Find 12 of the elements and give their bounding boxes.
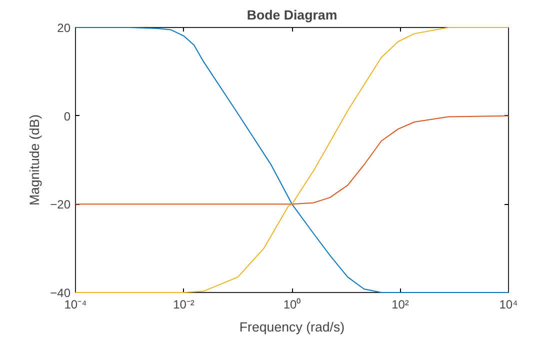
x-tick-label: 10⁰	[283, 298, 301, 312]
x-tick-label: 10⁻²	[173, 298, 194, 312]
y-tick-label: −20	[50, 198, 71, 212]
x-tick-label: 10⁴	[499, 298, 518, 312]
y-tick-label: −40	[50, 286, 71, 300]
x-tick-label: 10⁻⁴	[64, 298, 87, 312]
y-tick-label: 20	[57, 21, 71, 35]
x-tick-label: 10²	[392, 298, 409, 312]
chart-title: Bode Diagram	[246, 8, 338, 22]
y-tick-label: 0	[64, 109, 71, 124]
y-axis-title: Magnitude (dB)	[27, 114, 42, 206]
x-axis-title: Frequency (rad/s)	[239, 320, 345, 334]
